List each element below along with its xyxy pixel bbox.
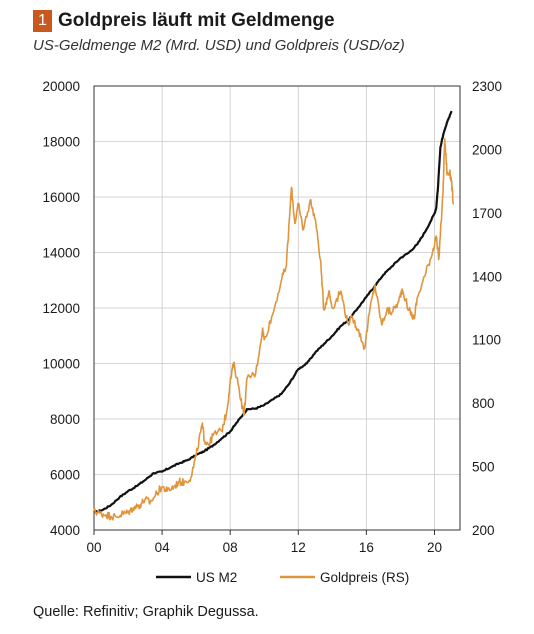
y-right-tick-label: 800 <box>472 396 495 411</box>
y-right-tick-label: 500 <box>472 460 495 475</box>
chart-number-badge: 1 <box>33 10 52 32</box>
x-tick-label: 20 <box>427 540 442 555</box>
y-right-tick-label: 2300 <box>472 79 502 94</box>
y-left-tick-label: 4000 <box>50 523 80 538</box>
y-right-tick-label: 1700 <box>472 206 502 221</box>
x-tick-label: 16 <box>359 540 374 555</box>
y-left-tick-label: 8000 <box>50 412 80 427</box>
y-left-tick-label: 20000 <box>42 79 80 94</box>
legend-gold-label: Goldpreis (RS) <box>320 570 409 585</box>
y-right-tick-label: 200 <box>472 523 495 538</box>
chart-subtitle: US-Geldmenge M2 (Mrd. USD) und Goldpreis… <box>33 37 405 54</box>
source-note: Quelle: Refinitiv; Graphik Degussa. <box>33 604 259 620</box>
x-tick-label: 04 <box>155 540 171 555</box>
y-left-tick-label: 14000 <box>42 246 80 261</box>
y-right-tick-label: 1400 <box>472 269 502 284</box>
y-right-tick-label: 2000 <box>472 142 502 157</box>
x-tick-label: 08 <box>223 540 238 555</box>
series-line-us-m2 <box>93 110 453 514</box>
x-tick-label: 00 <box>86 540 101 555</box>
x-tick-label: 12 <box>291 540 306 555</box>
line-chart: 4000600080001000012000140001600018000200… <box>42 79 502 585</box>
plot-frame <box>93 85 461 531</box>
y-left-tick-label: 16000 <box>42 190 80 205</box>
chart-title: Goldpreis läuft mit Geldmenge <box>58 10 335 31</box>
y-left-tick-label: 18000 <box>42 135 80 150</box>
series-line-gold <box>93 138 454 521</box>
legend-us-m2-label: US M2 <box>196 570 237 585</box>
y-left-tick-label: 6000 <box>50 468 80 483</box>
chart-header: 1 Goldpreis läuft mit Geldmenge US-Geldm… <box>33 8 523 54</box>
title-row: 1 Goldpreis läuft mit Geldmenge <box>33 8 523 34</box>
y-left-tick-label: 12000 <box>42 301 80 316</box>
y-left-tick-label: 10000 <box>42 357 80 372</box>
y-right-tick-label: 1100 <box>472 333 501 348</box>
